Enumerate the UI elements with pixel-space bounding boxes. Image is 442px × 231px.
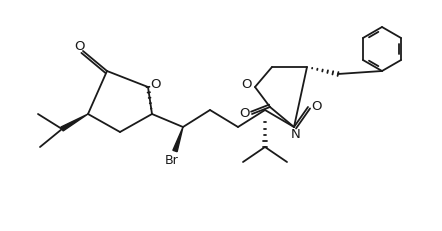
Text: N: N [291, 128, 301, 141]
Text: Br: Br [165, 153, 179, 166]
Text: O: O [150, 77, 160, 90]
Text: O: O [311, 100, 321, 113]
Polygon shape [173, 128, 183, 152]
Text: O: O [242, 78, 252, 91]
Text: O: O [74, 40, 84, 53]
Polygon shape [61, 115, 88, 131]
Text: O: O [239, 107, 249, 120]
